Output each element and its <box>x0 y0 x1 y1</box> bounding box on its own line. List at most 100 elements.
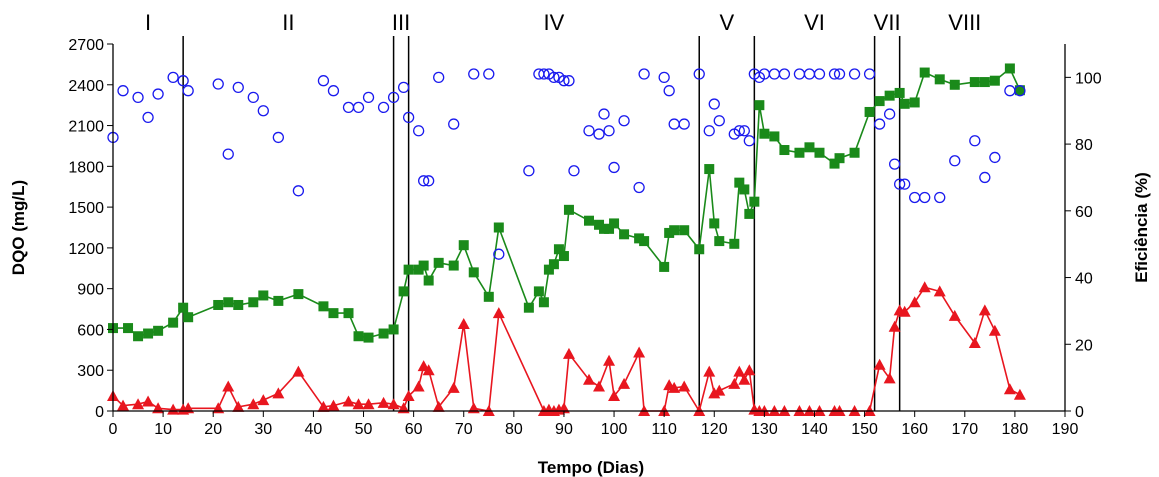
data-point-square <box>884 90 895 101</box>
data-point-square <box>213 299 224 310</box>
data-point-circle <box>352 101 365 114</box>
data-point-square <box>123 323 134 334</box>
data-point-circle <box>397 81 410 94</box>
data-point-circle <box>919 191 931 204</box>
y2-tick-label: 100 <box>1075 70 1102 87</box>
data-point-circle <box>247 91 259 104</box>
data-point-circle <box>989 151 1001 164</box>
data-point-square <box>599 223 610 234</box>
data-point-square <box>584 215 594 226</box>
data-point-square <box>398 286 409 297</box>
data-point-circle <box>182 85 194 97</box>
data-point-square <box>248 297 259 308</box>
data-point-triangle <box>968 337 981 349</box>
data-point-circle <box>743 135 755 147</box>
data-point-triangle <box>422 364 435 376</box>
data-point-circle <box>493 248 505 260</box>
data-point-triangle <box>603 354 616 366</box>
data-point-square <box>423 275 434 286</box>
data-point-square <box>664 227 675 238</box>
y2-tick-label: 20 <box>1075 337 1093 354</box>
data-point-square <box>709 218 720 229</box>
y-tick-label: 1200 <box>68 241 104 258</box>
data-point-triangle <box>678 380 691 392</box>
data-point-square <box>433 257 444 268</box>
data-point-triangle <box>317 400 330 412</box>
data-point-circle <box>433 71 445 84</box>
data-point-circle <box>177 75 189 87</box>
data-point-circle <box>327 85 340 97</box>
data-point-square <box>363 332 374 343</box>
data-point-square <box>829 158 840 169</box>
y2-tick-label: 0 <box>1075 404 1084 421</box>
data-point-circle <box>888 158 901 170</box>
series-circle-open <box>107 68 1026 260</box>
data-point-triangle <box>988 324 1001 336</box>
data-point-triangle <box>898 305 911 317</box>
data-point-square <box>814 147 825 158</box>
data-point-triangle <box>117 399 130 411</box>
data-point-circle <box>873 118 886 130</box>
data-point-square <box>493 222 504 233</box>
data-point-circle <box>377 101 390 114</box>
data-point-square <box>834 153 845 164</box>
y-axis-title: DQO (mg/L) <box>9 180 28 275</box>
data-point-circle <box>678 118 690 130</box>
data-point-square <box>178 302 189 313</box>
data-point-square <box>558 251 569 262</box>
x-tick-label: 0 <box>109 421 118 438</box>
data-point-triangle <box>232 400 245 412</box>
data-point-square <box>754 100 765 111</box>
data-point-triangle <box>132 398 145 410</box>
data-point-square <box>919 67 930 78</box>
y-tick-label: 600 <box>77 322 104 339</box>
data-point-square <box>223 297 234 308</box>
data-point-triangle <box>1003 383 1016 395</box>
data-point-triangle <box>908 296 921 308</box>
data-point-circle <box>1014 85 1026 97</box>
data-point-triangle <box>738 373 751 385</box>
data-point-circle <box>638 68 650 80</box>
data-point-square <box>804 142 815 153</box>
x-tick-label: 110 <box>651 421 677 438</box>
data-point-circle <box>863 68 876 80</box>
x-tick-label: 160 <box>901 421 928 438</box>
data-point-square <box>548 259 559 270</box>
data-point-square <box>388 324 399 335</box>
data-point-square <box>969 77 980 88</box>
y-tick-label: 900 <box>77 282 104 299</box>
phase-label: VI <box>804 10 825 35</box>
data-point-circle <box>257 105 269 117</box>
data-point-square <box>669 225 680 236</box>
data-point-circle <box>412 125 425 137</box>
data-point-circle <box>387 91 400 104</box>
data-point-square <box>133 331 144 342</box>
data-point-circle <box>593 128 605 140</box>
data-point-triangle <box>948 309 961 321</box>
data-point-circle <box>828 68 841 80</box>
axes <box>107 43 1071 417</box>
data-point-square <box>934 74 945 85</box>
data-point-circle <box>608 161 620 174</box>
data-point-square <box>749 196 760 207</box>
data-point-circle <box>423 175 435 187</box>
data-point-square <box>448 260 459 271</box>
data-point-triangle <box>457 318 470 330</box>
data-point-triangle <box>608 390 621 402</box>
data-point-triangle <box>377 396 390 408</box>
data-point-square <box>619 229 630 240</box>
data-point-circle <box>894 178 906 190</box>
data-point-square <box>744 208 755 219</box>
data-point-square <box>739 184 750 195</box>
y2-tick-label: 80 <box>1075 137 1093 154</box>
x-tick-label: 120 <box>701 421 728 438</box>
data-point-circle <box>703 125 715 137</box>
data-point-triangle <box>873 358 886 370</box>
data-point-square <box>874 96 885 107</box>
data-point-triangle <box>352 398 365 410</box>
x-tick-label: 180 <box>1002 421 1029 438</box>
data-point-square <box>704 164 715 175</box>
data-point-circle <box>979 171 991 184</box>
data-point-circle <box>292 185 305 197</box>
data-point-square <box>989 75 1000 86</box>
